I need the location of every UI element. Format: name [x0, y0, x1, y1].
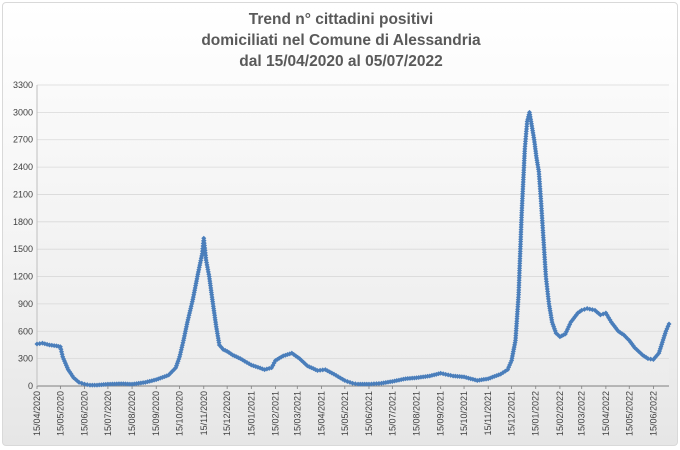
x-tick-label: 15/04/2022: [601, 391, 611, 436]
x-tick-label: 15/05/2020: [55, 391, 65, 436]
data-point-marker: [203, 252, 209, 258]
y-tick-label: 2700: [13, 135, 33, 145]
y-tick-label: 300: [18, 354, 33, 364]
x-tick-label: 15/06/2022: [648, 391, 658, 436]
x-tick-label: 15/04/2021: [316, 391, 326, 436]
chart-title-line-3: dal 15/04/2020 al 05/07/2022: [239, 53, 443, 70]
x-tick-label: 15/02/2021: [270, 391, 280, 436]
x-tick-label: 15/09/2020: [151, 391, 161, 436]
x-tick-label: 15/04/2020: [32, 391, 42, 436]
x-tick-label: 15/12/2021: [507, 391, 517, 436]
chart-title-line-1: Trend n° cittadini positivi: [248, 11, 434, 28]
series-positivi: [34, 109, 672, 388]
x-axis-ticks: 15/04/2020 15/05/2020 15/06/2020 15/07/2020…: [32, 386, 658, 436]
x-tick-label: 15/06/2021: [364, 391, 374, 436]
x-tick-label: 15/06/2020: [80, 391, 90, 436]
y-tick-label: 600: [18, 326, 33, 336]
y-tick-label: 3300: [13, 80, 33, 90]
x-tick-label: 15/03/2021: [292, 391, 302, 436]
y-tick-label: 2100: [13, 189, 33, 199]
x-tick-label: 15/08/2020: [127, 391, 137, 436]
x-tick-label: 15/01/2021: [246, 391, 256, 436]
x-tick-label: 15/11/2021: [483, 391, 493, 435]
x-tick-label: 15/07/2021: [387, 391, 397, 436]
x-tick-label: 15/01/2022: [531, 391, 541, 436]
data-point-marker: [253, 364, 259, 370]
data-point-marker: [510, 351, 516, 357]
x-tick-label: 15/05/2021: [340, 391, 350, 436]
x-tick-label: 15/09/2021: [436, 391, 446, 436]
x-tick-label: 15/10/2021: [459, 391, 469, 436]
plot-area: [37, 85, 669, 386]
x-tick-label: 15/03/2022: [577, 391, 587, 436]
y-tick-label: 1500: [13, 244, 33, 254]
x-tick-label: 15/10/2020: [175, 391, 185, 436]
x-tick-label: 15/07/2020: [103, 391, 113, 436]
x-tick-label: 15/12/2020: [222, 391, 232, 436]
x-tick-label: 15/02/2022: [555, 391, 565, 436]
chart-title-line-2: domiciliati nel Comune di Alessandria: [201, 32, 481, 49]
data-point-marker: [666, 321, 672, 327]
x-tick-label: 15/11/2020: [199, 391, 209, 435]
data-point-marker: [510, 349, 516, 355]
data-point-marker: [63, 362, 69, 368]
x-tick-label: 15/05/2022: [624, 391, 634, 436]
y-tick-label: 0: [28, 381, 33, 391]
data-point-marker: [517, 256, 523, 262]
x-tick-label: 15/08/2021: [412, 391, 422, 436]
y-tick-label: 2400: [13, 162, 33, 172]
data-point-marker: [542, 254, 548, 260]
data-point-marker: [517, 258, 523, 264]
data-point-marker: [46, 342, 52, 348]
y-tick-label: 1200: [13, 272, 33, 282]
line-chart-plot: 0 300 600 900 1200 1500 1800 2100 2400 2700 3000 33…: [13, 80, 672, 436]
y-tick-label: 3000: [13, 107, 33, 117]
y-axis-ticks: 0 300 600 900 1200 1500 1800 2100 2400 2700 3000 33…: [13, 80, 33, 391]
chart-title: Trend n° cittadini positivi domiciliati …: [3, 9, 679, 72]
axes: [36, 85, 669, 387]
data-point-marker: [198, 258, 204, 264]
y-tick-label: 1800: [13, 217, 33, 227]
y-tick-label: 900: [18, 299, 33, 309]
